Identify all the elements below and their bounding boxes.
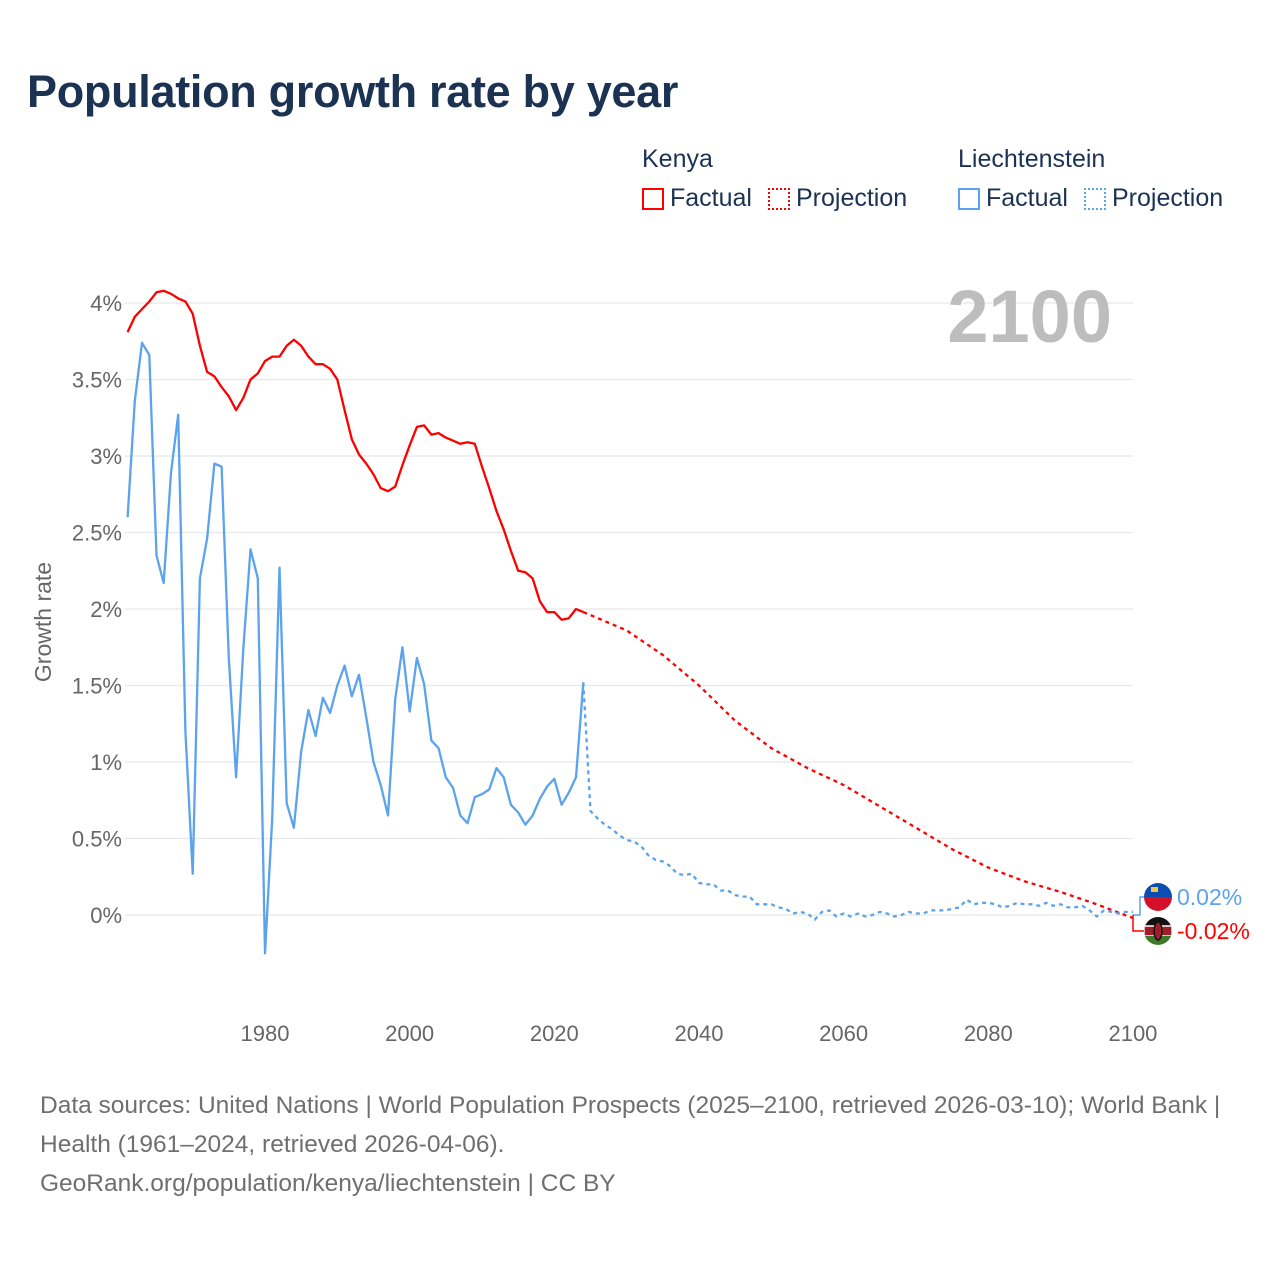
legend-label: Projection <box>795 184 908 212</box>
x-tick-label: 2040 <box>675 1021 724 1046</box>
kenya-projection-line <box>582 611 1134 920</box>
kenya-flag-icon <box>1144 917 1172 945</box>
year-overlay: 2100 <box>947 275 1112 358</box>
x-tick-label: 2100 <box>1108 1021 1157 1046</box>
y-tick-label: 0.5% <box>72 827 122 852</box>
legend-label: Factual <box>986 184 1068 212</box>
x-tick-label: 2000 <box>385 1021 434 1046</box>
legend-liechtenstein-projection[interactable]: Projection <box>1083 184 1224 213</box>
liechtenstein-factual-line <box>126 341 585 955</box>
dotted-swatch-icon <box>767 187 790 210</box>
credit-link[interactable]: GeoRank.org/population/kenya/liechtenste… <box>40 1170 616 1197</box>
y-axis-label: Growth rate <box>30 562 56 682</box>
legend-kenya: Kenya Factual Projection <box>642 145 907 213</box>
y-tick-label: 1% <box>90 750 122 775</box>
solid-swatch-icon <box>642 187 664 210</box>
legend-liechtenstein-factual[interactable]: Factual <box>958 184 1068 213</box>
legend-kenya-projection[interactable]: Projection <box>767 184 908 213</box>
data-sources: Data sources: United Nations | World Pop… <box>40 1092 1221 1158</box>
y-tick-label: 4% <box>90 291 122 316</box>
footer: Data sources: United Nations | World Pop… <box>40 1086 1240 1203</box>
legend-label: Factual <box>670 184 752 212</box>
liechtenstein-end-value: 0.02% <box>1177 884 1242 910</box>
end-labels: 0.02% -0.02% <box>1132 883 1250 945</box>
legend-liechtenstein: Liechtenstein Factual Projection <box>958 145 1223 213</box>
x-tick-label: 2080 <box>964 1021 1013 1046</box>
y-tick-label: 3% <box>90 444 122 469</box>
chart-title: Population growth rate by year <box>27 66 679 117</box>
solid-swatch-icon <box>958 187 980 210</box>
x-tick-label: 2020 <box>530 1021 579 1046</box>
y-tick-label: 0% <box>90 903 122 928</box>
legend-kenya-factual[interactable]: Factual <box>642 184 752 213</box>
y-tick-label: 3.5% <box>72 368 122 393</box>
legend-group-name: Liechtenstein <box>958 145 1106 173</box>
legend-group-name: Kenya <box>642 145 713 173</box>
kenya-connector <box>1132 915 1146 932</box>
legend-label: Projection <box>1111 184 1224 212</box>
y-tick-label: 2% <box>90 597 122 622</box>
x-tick-label: 2060 <box>819 1021 868 1046</box>
y-tick-label: 1.5% <box>72 674 122 699</box>
liechtenstein-flag-icon <box>1144 883 1172 911</box>
liechtenstein-connector <box>1133 896 1146 916</box>
x-tick-label: 1980 <box>241 1021 290 1046</box>
y-tick-label: 2.5% <box>72 521 122 546</box>
dotted-swatch-icon <box>1083 187 1106 210</box>
kenya-factual-line <box>126 289 584 621</box>
liechtenstein-projection-line <box>582 682 1133 921</box>
kenya-end-value: -0.02% <box>1177 918 1250 944</box>
